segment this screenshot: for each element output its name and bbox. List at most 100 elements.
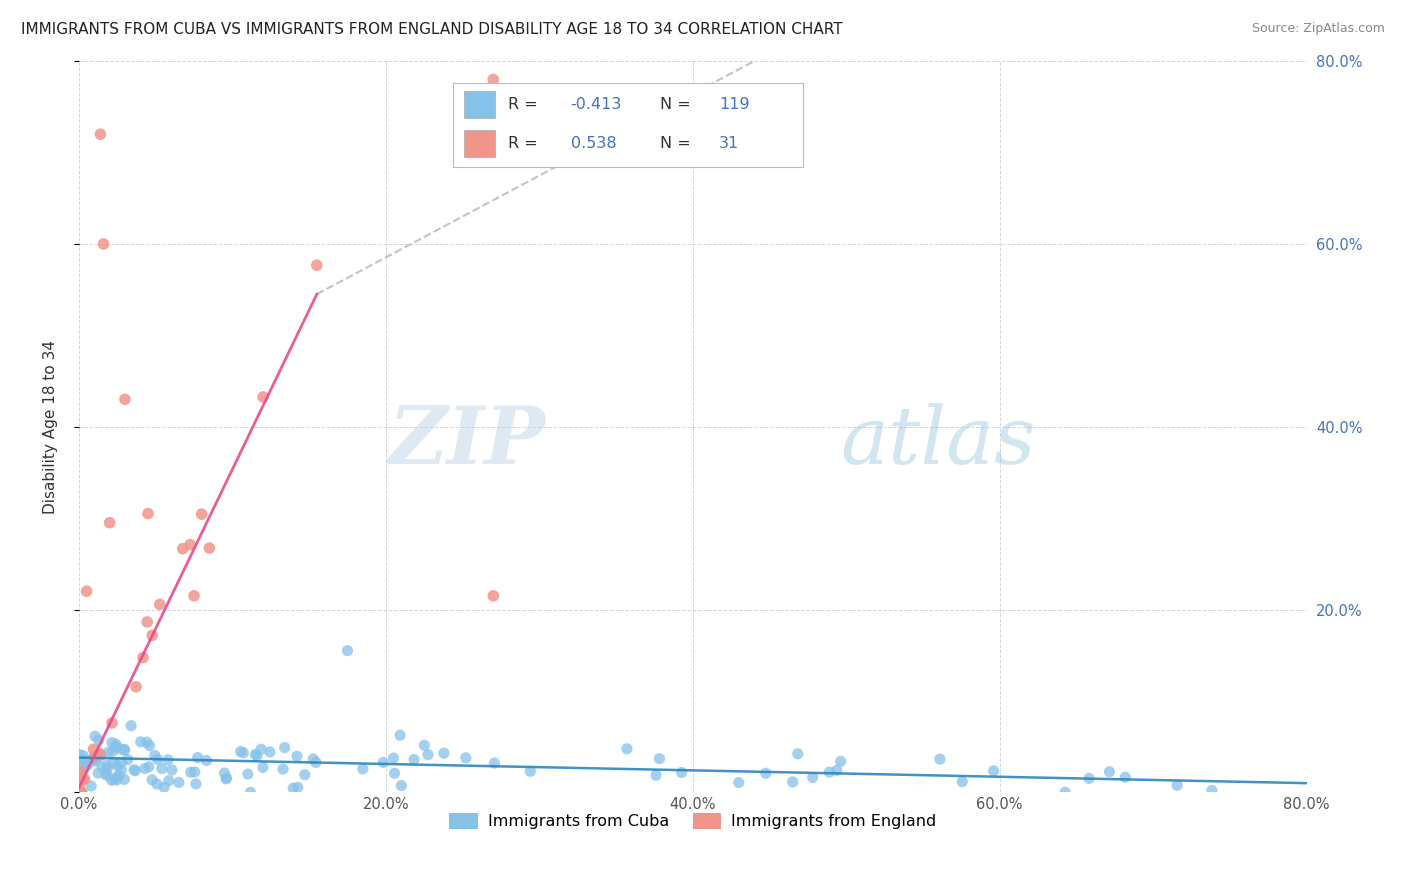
Point — [285, 749, 308, 764]
Point — [110, 763, 132, 777]
Point — [84, 754, 107, 768]
Point — [402, 753, 425, 767]
Point — [98, 516, 121, 530]
Point — [149, 598, 172, 612]
Point — [236, 767, 259, 781]
Point — [143, 748, 166, 763]
Point — [67, 747, 90, 762]
Point — [179, 538, 201, 552]
Point — [120, 719, 142, 733]
Point — [70, 785, 93, 799]
Point — [107, 769, 129, 783]
Point — [294, 767, 316, 781]
Point — [184, 777, 207, 791]
Point — [73, 772, 96, 787]
Point — [153, 780, 176, 794]
Point — [187, 750, 209, 764]
Text: IMMIGRANTS FROM CUBA VS IMMIGRANTS FROM ENGLAND DISABILITY AGE 18 TO 34 CORRELAT: IMMIGRANTS FROM CUBA VS IMMIGRANTS FROM … — [21, 22, 842, 37]
Point — [112, 772, 135, 787]
Point — [433, 746, 456, 760]
Point — [67, 780, 90, 794]
Point — [96, 768, 118, 782]
Point — [190, 507, 212, 521]
Point — [302, 752, 325, 766]
Point — [69, 764, 91, 779]
Point — [83, 752, 105, 766]
Point — [273, 740, 295, 755]
Point — [195, 754, 218, 768]
Point — [252, 390, 274, 404]
Point — [616, 741, 638, 756]
Point — [198, 541, 221, 555]
Point — [101, 756, 124, 770]
Point — [83, 742, 105, 756]
Point — [239, 785, 262, 799]
Point — [114, 392, 136, 407]
Point — [82, 751, 104, 765]
Point — [648, 752, 671, 766]
Point — [84, 729, 107, 743]
Point — [146, 777, 169, 791]
Point — [305, 756, 328, 770]
Point — [983, 764, 1005, 778]
Point — [482, 589, 505, 603]
Point — [122, 763, 145, 777]
Point — [755, 766, 778, 780]
Point — [157, 773, 180, 788]
Point — [283, 781, 305, 796]
Point — [150, 762, 173, 776]
Point — [107, 759, 129, 773]
Point — [830, 755, 852, 769]
Point — [389, 779, 412, 793]
Point — [73, 753, 96, 767]
Point — [101, 744, 124, 758]
Point — [519, 764, 541, 779]
Point — [87, 766, 110, 780]
Point — [114, 743, 136, 757]
Point — [215, 772, 238, 786]
Point — [1054, 785, 1077, 799]
Point — [134, 762, 156, 776]
Point — [250, 742, 273, 756]
Point — [125, 680, 148, 694]
Point — [111, 756, 134, 770]
Point — [146, 753, 169, 767]
Point — [141, 628, 163, 642]
Point — [69, 764, 91, 778]
Point — [96, 758, 118, 772]
Point — [215, 771, 238, 785]
Point — [671, 765, 693, 780]
Point — [72, 756, 94, 771]
Point — [305, 258, 328, 272]
Point — [287, 780, 309, 795]
Point — [214, 766, 236, 780]
Point — [141, 772, 163, 787]
Point — [786, 747, 808, 761]
Point — [101, 715, 124, 730]
Point — [352, 762, 374, 776]
Point — [94, 767, 117, 781]
Point — [373, 756, 395, 770]
Point — [167, 775, 190, 789]
Point — [382, 751, 405, 765]
Point — [929, 752, 952, 766]
Point — [336, 643, 359, 657]
Point — [132, 650, 155, 665]
Point — [80, 779, 103, 793]
Point — [87, 733, 110, 747]
Point — [97, 745, 120, 759]
Point — [96, 762, 118, 776]
Point — [76, 584, 98, 599]
Point — [172, 541, 194, 556]
Point — [252, 760, 274, 774]
Point — [184, 764, 207, 779]
Point — [114, 742, 136, 756]
Point — [136, 507, 159, 521]
Point — [484, 756, 506, 770]
Point — [69, 785, 91, 799]
Point — [90, 747, 112, 762]
Point — [91, 760, 114, 774]
Point — [93, 236, 115, 251]
Point — [1078, 772, 1101, 786]
Point — [72, 762, 94, 776]
